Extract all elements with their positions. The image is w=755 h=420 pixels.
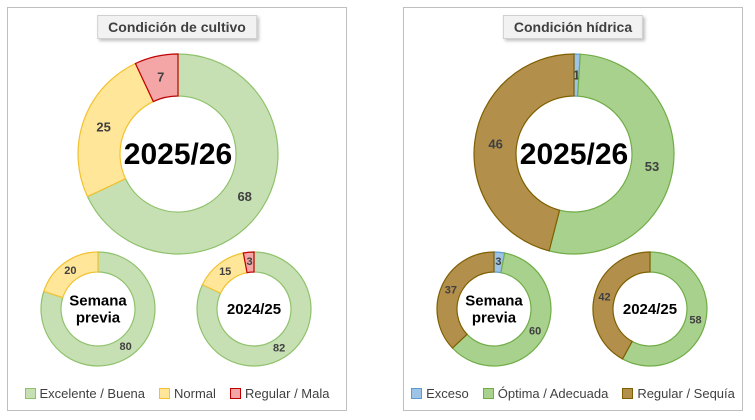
ring-center-label: Semana previa — [465, 292, 523, 326]
data-label: 3 — [247, 256, 253, 268]
data-label: 7 — [157, 69, 164, 84]
legend-swatch — [24, 388, 36, 399]
donut-slice — [43, 251, 99, 299]
donut-slice — [548, 53, 675, 255]
data-label: 53 — [645, 159, 659, 174]
donut-slice — [473, 53, 575, 252]
ring-center-label: 2025/26 — [124, 138, 232, 171]
data-label: 58 — [689, 315, 701, 327]
data-label: 37 — [445, 284, 457, 296]
data-label: 46 — [488, 137, 502, 152]
data-label: 82 — [273, 343, 285, 355]
legend: Exceso Óptima / Adecuada Regular / Sequí… — [404, 386, 742, 401]
donut-slice — [40, 251, 156, 367]
data-label: 80 — [120, 341, 132, 353]
donut-ring: 58 42 2024/25 — [592, 251, 708, 367]
legend-label: Excelente / Buena — [39, 386, 146, 401]
legend-label: Regular / Sequía — [637, 386, 735, 401]
donut-ring: 1 53 46 2025/26 — [473, 53, 675, 255]
donut-slice — [86, 53, 279, 255]
legend-item-regular: Regular / Mala — [229, 386, 330, 401]
donut-slice — [196, 251, 312, 367]
donut-slice — [134, 53, 179, 103]
donut-slice — [621, 251, 708, 367]
donut-ring: 3 60 37 Semana previa — [436, 251, 552, 367]
water-condition-donuts: 1 53 46 2025/26 3 60 37 Semana previa 58 42 2024/25 — [436, 53, 708, 367]
donut-ring: 68 25 7 2025/26 — [77, 53, 279, 255]
legend-item-exceso: Exceso — [411, 386, 469, 401]
water-condition-panel: Condición hídrica 1 53 46 2025/26 3 60 37 Seman… — [403, 7, 743, 411]
legend-item-sequia: Regular / Sequía — [622, 386, 735, 401]
donut-slice — [77, 62, 155, 198]
crop-condition-panel: Condición de cultivo 68 25 7 2025/26 80 20 Sem… — [7, 7, 347, 411]
legend-swatch — [229, 388, 241, 399]
panel-title: Condición de cultivo — [97, 15, 257, 39]
donut-slice — [451, 252, 552, 367]
ring-center-label: 2024/25 — [227, 301, 281, 318]
donut-ring: 82 15 3 2024/25 — [196, 251, 312, 367]
legend-label: Regular / Mala — [244, 386, 330, 401]
legend-label: Exceso — [426, 386, 469, 401]
data-label: 42 — [598, 291, 610, 303]
crop-condition-donuts: 68 25 7 2025/26 80 20 Semana previa 82 15 3 2024/25 — [40, 53, 312, 367]
ring-center-label: 2024/25 — [623, 301, 677, 318]
panel-title: Condición hídrica — [502, 15, 644, 39]
data-label: 1 — [573, 68, 580, 83]
data-label: 60 — [529, 326, 541, 338]
legend-label: Óptima / Adecuada — [497, 386, 609, 401]
legend-label: Normal — [174, 386, 216, 401]
legend-swatch — [482, 388, 494, 399]
data-label: 3 — [495, 256, 501, 268]
donut-slice — [436, 251, 495, 349]
data-label: 20 — [64, 265, 76, 277]
ring-center-label: Semana previa — [69, 292, 127, 326]
ring-center-label: 2025/26 — [520, 138, 628, 171]
legend-item-excelente: Excelente / Buena — [24, 386, 146, 401]
data-label: 15 — [219, 266, 231, 278]
data-label: 68 — [237, 189, 251, 204]
donut-ring: 80 20 Semana previa — [40, 251, 156, 367]
legend-swatch — [159, 388, 171, 399]
donut-slice — [592, 251, 651, 360]
donut-slice — [242, 251, 255, 274]
legend: Excelente / Buena Normal Regular / Mala — [8, 386, 346, 401]
legend-item-optima: Óptima / Adecuada — [482, 386, 609, 401]
legend-swatch — [622, 388, 634, 399]
data-label: 25 — [96, 120, 110, 135]
legend-swatch — [411, 388, 423, 399]
legend-item-normal: Normal — [159, 386, 216, 401]
